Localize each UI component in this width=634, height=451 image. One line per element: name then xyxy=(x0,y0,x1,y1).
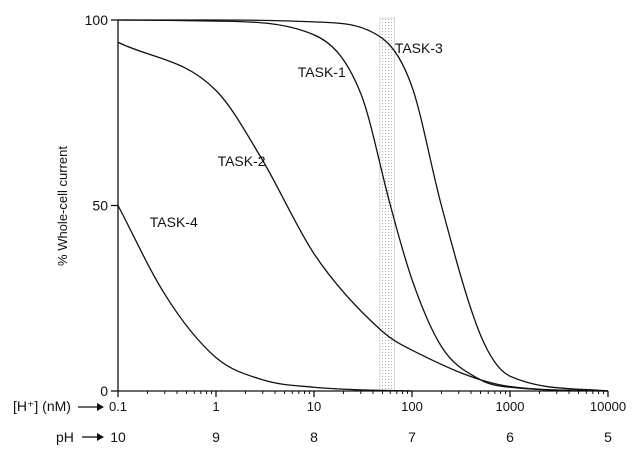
x-axis-secondary-arrow xyxy=(82,433,104,441)
y-axis-label: % Whole-cell current xyxy=(55,146,70,266)
task-4-curve xyxy=(117,205,413,392)
x-tick-label: 0.1 xyxy=(109,399,127,414)
ph-tick-label: 6 xyxy=(506,429,514,445)
task-2-label: TASK-2 xyxy=(218,153,266,169)
x-tick-label: 10000 xyxy=(590,399,626,414)
x-axis-primary-arrow xyxy=(78,403,104,411)
ph-tick-label: 10 xyxy=(110,429,126,445)
task-4-label: TASK-4 xyxy=(150,214,198,230)
ph-tick-label: 8 xyxy=(310,429,318,445)
x-tick-label: 1000 xyxy=(496,399,525,414)
y-tick-label: 0 xyxy=(100,383,108,399)
task-2-curve xyxy=(117,41,609,392)
task-1-label: TASK-1 xyxy=(298,64,346,80)
x-axis-primary-label: [H⁺] (nM) xyxy=(13,398,71,414)
x-tick-label: 100 xyxy=(401,399,423,414)
task-1-curve xyxy=(117,19,609,392)
x-tick-label: 1 xyxy=(212,399,219,414)
task-3-label: TASK-3 xyxy=(395,40,443,56)
ph-tick-label: 5 xyxy=(604,429,612,445)
task-3-curve xyxy=(117,19,609,392)
y-tick-label: 50 xyxy=(92,198,108,214)
y-tick-label: 100 xyxy=(85,12,109,28)
ph-tick-label: 7 xyxy=(408,429,416,445)
x-axis-secondary-label: pH xyxy=(56,429,74,445)
ph-tick-label: 9 xyxy=(212,429,220,445)
x-tick-label: 10 xyxy=(307,399,321,414)
